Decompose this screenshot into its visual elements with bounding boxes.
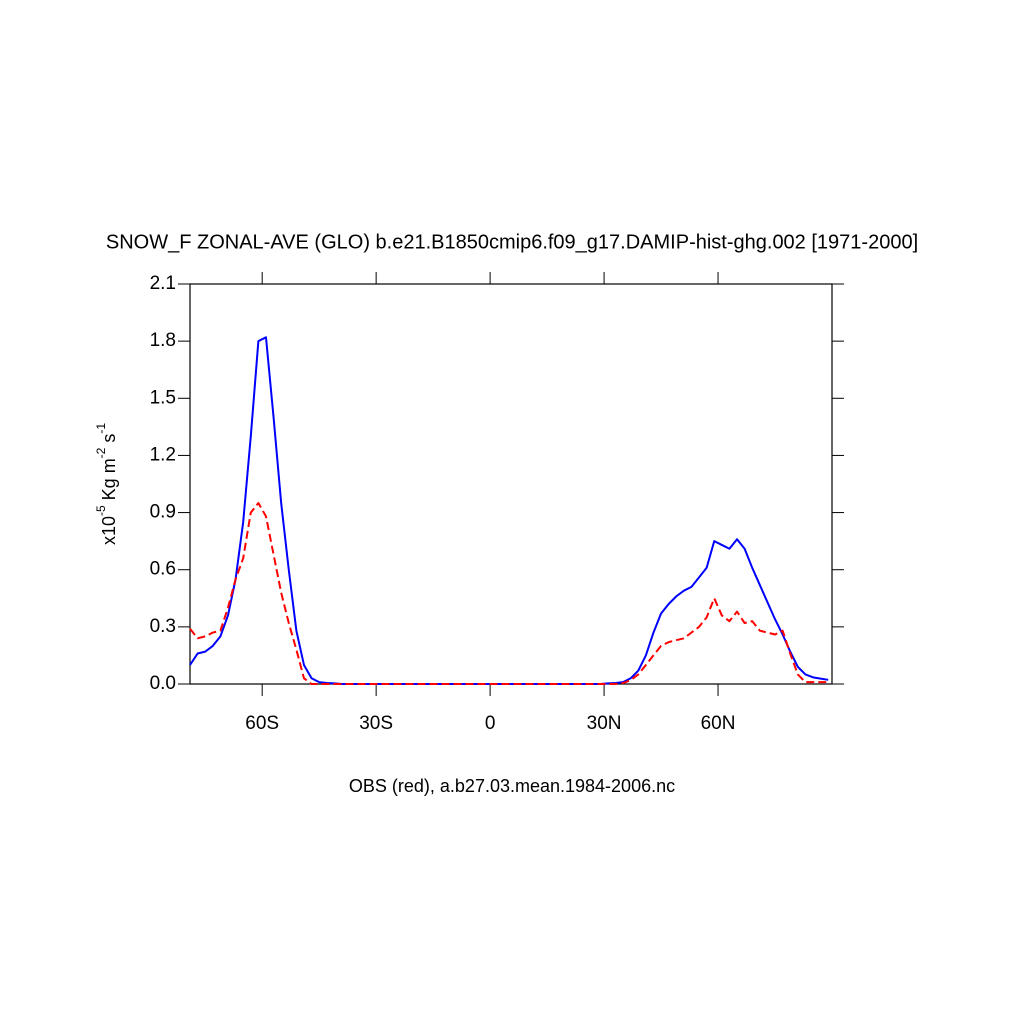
y-tick-label: 1.2	[150, 444, 176, 465]
x-tick-label: 30S	[359, 713, 393, 734]
y-tick-label: 0.0	[150, 673, 176, 694]
y-tick-label: 1.5	[150, 387, 176, 408]
y-axis-label-superscript: -5	[94, 505, 108, 516]
y-tick-label: 2.1	[150, 273, 176, 294]
y-tick-label: 1.8	[150, 330, 176, 351]
y-axis-label-superscript: -1	[94, 423, 108, 434]
series-line	[189, 502, 829, 685]
plot-frame	[189, 283, 833, 685]
y-tick-label: 0.3	[150, 616, 176, 637]
y-tick-label: 0.9	[150, 502, 176, 523]
y-axis-label-part: Kg m	[99, 458, 119, 505]
y-axis-label: x10-5 Kg m-2 s-1	[94, 423, 119, 545]
x-axis-label: OBS (red), a.b27.03.mean.1984-2006.nc	[349, 776, 675, 796]
x-tick-label: 0	[485, 713, 496, 734]
chart-title: SNOW_F ZONAL-AVE (GLO) b.e21.B1850cmip6.…	[106, 231, 918, 253]
x-tick-label: 60N	[701, 713, 736, 734]
y-tick-label: 0.6	[150, 559, 176, 580]
x-tick-label: 60S	[245, 713, 279, 734]
y-axis-label-part: s	[99, 434, 119, 448]
x-tick-label: 30N	[587, 713, 622, 734]
y-axis-label-part: x10	[99, 516, 119, 545]
series-line	[189, 336, 829, 685]
y-axis-label-superscript: -2	[94, 447, 108, 458]
